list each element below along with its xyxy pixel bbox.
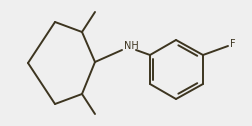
Text: NH: NH [123, 41, 138, 51]
Text: F: F [229, 39, 235, 49]
